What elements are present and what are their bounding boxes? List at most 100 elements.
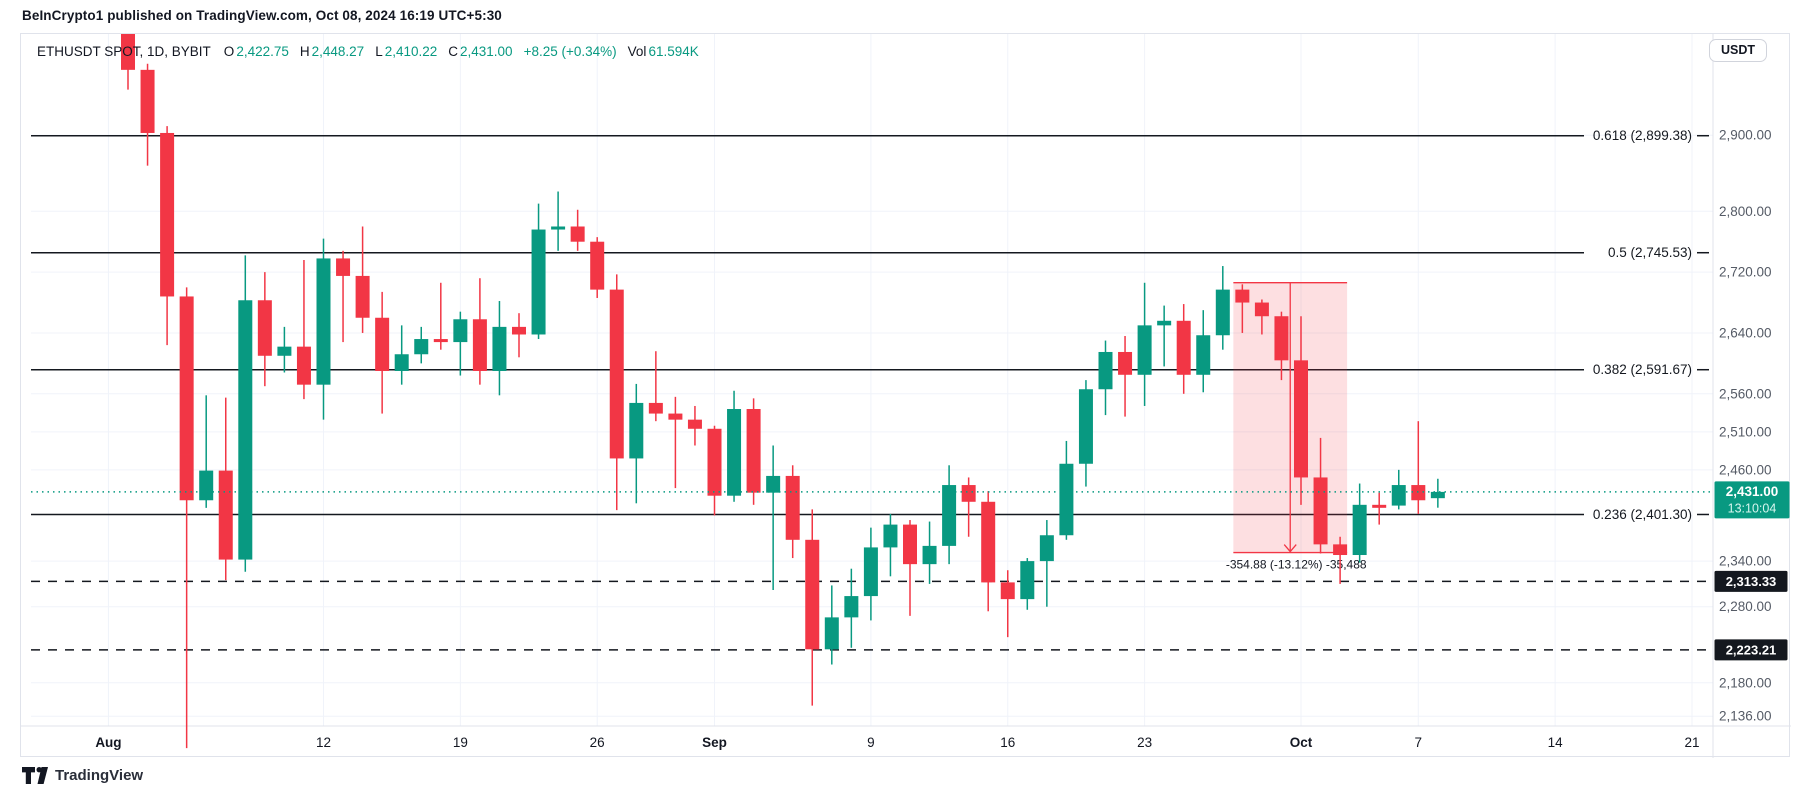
page-title: BeInCrypto1 published on TradingView.com… (22, 8, 502, 23)
candle-body (1176, 320, 1191, 375)
tradingview-brand[interactable]: TradingView (55, 767, 144, 784)
candle-body (766, 475, 781, 493)
time-tick-label: Sep (702, 735, 727, 750)
candle-body (707, 428, 722, 496)
candle-body (140, 69, 155, 133)
candle-body (668, 413, 683, 420)
candle-body (199, 470, 214, 501)
candle-body (883, 524, 898, 548)
time-tick-label: 26 (590, 735, 605, 750)
candle-body (570, 226, 585, 242)
fib-label: 0.382 (2,591.67) (1593, 362, 1692, 377)
candle-body (942, 485, 957, 546)
fib-label: 0.236 (2,401.30) (1593, 507, 1692, 522)
price-tick-label: 2,280.00 (1719, 599, 1772, 614)
candle-body (238, 300, 253, 560)
candle-body (590, 241, 605, 290)
current-price-text: 2,431.00 (1726, 484, 1779, 499)
candle-body (414, 339, 429, 355)
candle-body (1274, 316, 1289, 361)
candle-body (1137, 325, 1152, 375)
time-tick-label: 21 (1684, 735, 1699, 750)
candle-body (1391, 485, 1406, 506)
candle-body (121, 34, 135, 70)
candle-body (1333, 544, 1348, 556)
candle-body (531, 229, 546, 335)
candle-body (1235, 289, 1250, 303)
candle-body (687, 419, 702, 429)
candle-body (1078, 389, 1093, 464)
candle-body (1059, 463, 1074, 536)
candle-body (1118, 351, 1133, 375)
level-price-badge (1714, 570, 1788, 592)
price-tick-label: 2,720.00 (1719, 265, 1772, 280)
time-tick-label: 9 (867, 735, 875, 750)
chart-widget: 0.618 (2,899.38) 0.5 (2,745.53) 0.382 (2,5… (20, 33, 1791, 758)
time-tick-label: 23 (1137, 735, 1152, 750)
candle-body (922, 545, 937, 565)
candle-body (1215, 289, 1230, 336)
candle-body (375, 317, 390, 371)
candle-body (609, 289, 624, 459)
level-badge-text: 2,223.21 (1726, 642, 1777, 657)
price-tick-label: 2,460.00 (1719, 462, 1772, 477)
candle-body (1039, 535, 1054, 562)
candle-body (1313, 477, 1328, 545)
time-tick-label: 14 (1548, 735, 1564, 750)
measure-arrowhead-icon (1283, 544, 1297, 553)
tradingview-logo-icon[interactable] (22, 767, 48, 784)
candle-body (512, 326, 526, 335)
candle-body (1294, 360, 1308, 478)
time-tick-label: Aug (95, 735, 121, 750)
candle-body (1000, 582, 1015, 600)
currency-toggle-button[interactable]: USDT (1708, 39, 1767, 62)
candle-body (472, 319, 487, 371)
candle-body (277, 346, 292, 356)
candle-body (1020, 561, 1035, 600)
price-tick-label: 2,900.00 (1719, 128, 1772, 143)
candle-body (1372, 504, 1387, 508)
candle-body (1098, 351, 1113, 390)
candle-body (179, 296, 194, 501)
time-tick-label: 19 (453, 735, 468, 750)
candle-body (296, 346, 311, 385)
price-tick-label: 2,640.00 (1719, 325, 1772, 340)
candle-body (1411, 485, 1426, 501)
level-price-badge (1714, 639, 1788, 661)
footer: TradingView (22, 767, 143, 784)
candle-body (844, 596, 859, 618)
candle-body (1254, 302, 1269, 317)
price-tick-label: 2,800.00 (1719, 204, 1772, 219)
candle-body (492, 326, 507, 371)
candle-body (1196, 335, 1211, 375)
candle-body (316, 258, 331, 385)
time-tick-label: 12 (316, 735, 331, 750)
fib-label: 0.618 (2,899.38) (1593, 128, 1692, 143)
candle-body (336, 258, 351, 276)
time-tick-label: 16 (1000, 735, 1015, 750)
candle-body (355, 275, 370, 318)
candle-body (160, 132, 175, 297)
current-price-badge (1714, 481, 1790, 519)
bar-countdown-text: 13:10:04 (1728, 501, 1777, 515)
time-tick-label: Oct (1290, 735, 1313, 750)
chart-pane[interactable]: 0.618 (2,899.38) 0.5 (2,745.53) 0.382 (2,5… (21, 34, 1791, 758)
price-tick-label: 2,510.00 (1719, 424, 1772, 439)
price-tick-label: 2,180.00 (1719, 675, 1772, 690)
candle-body (1430, 491, 1445, 499)
candle-body (961, 485, 976, 502)
candle-body (648, 402, 663, 414)
price-tick-label: 2,340.00 (1719, 554, 1772, 569)
candle-body (981, 501, 996, 583)
candle-body (551, 226, 566, 230)
candle-body (727, 409, 742, 496)
candle-body (903, 524, 917, 565)
candle-body (805, 539, 820, 650)
candle-body (785, 475, 800, 540)
candle-body (218, 470, 233, 560)
candle-body (1352, 504, 1367, 556)
candle-body (433, 339, 448, 343)
candle-body (863, 547, 878, 597)
level-badge-text: 2,313.33 (1726, 574, 1777, 589)
measure-label: -354.88 (-13.12%) -35,488 (1226, 558, 1367, 572)
